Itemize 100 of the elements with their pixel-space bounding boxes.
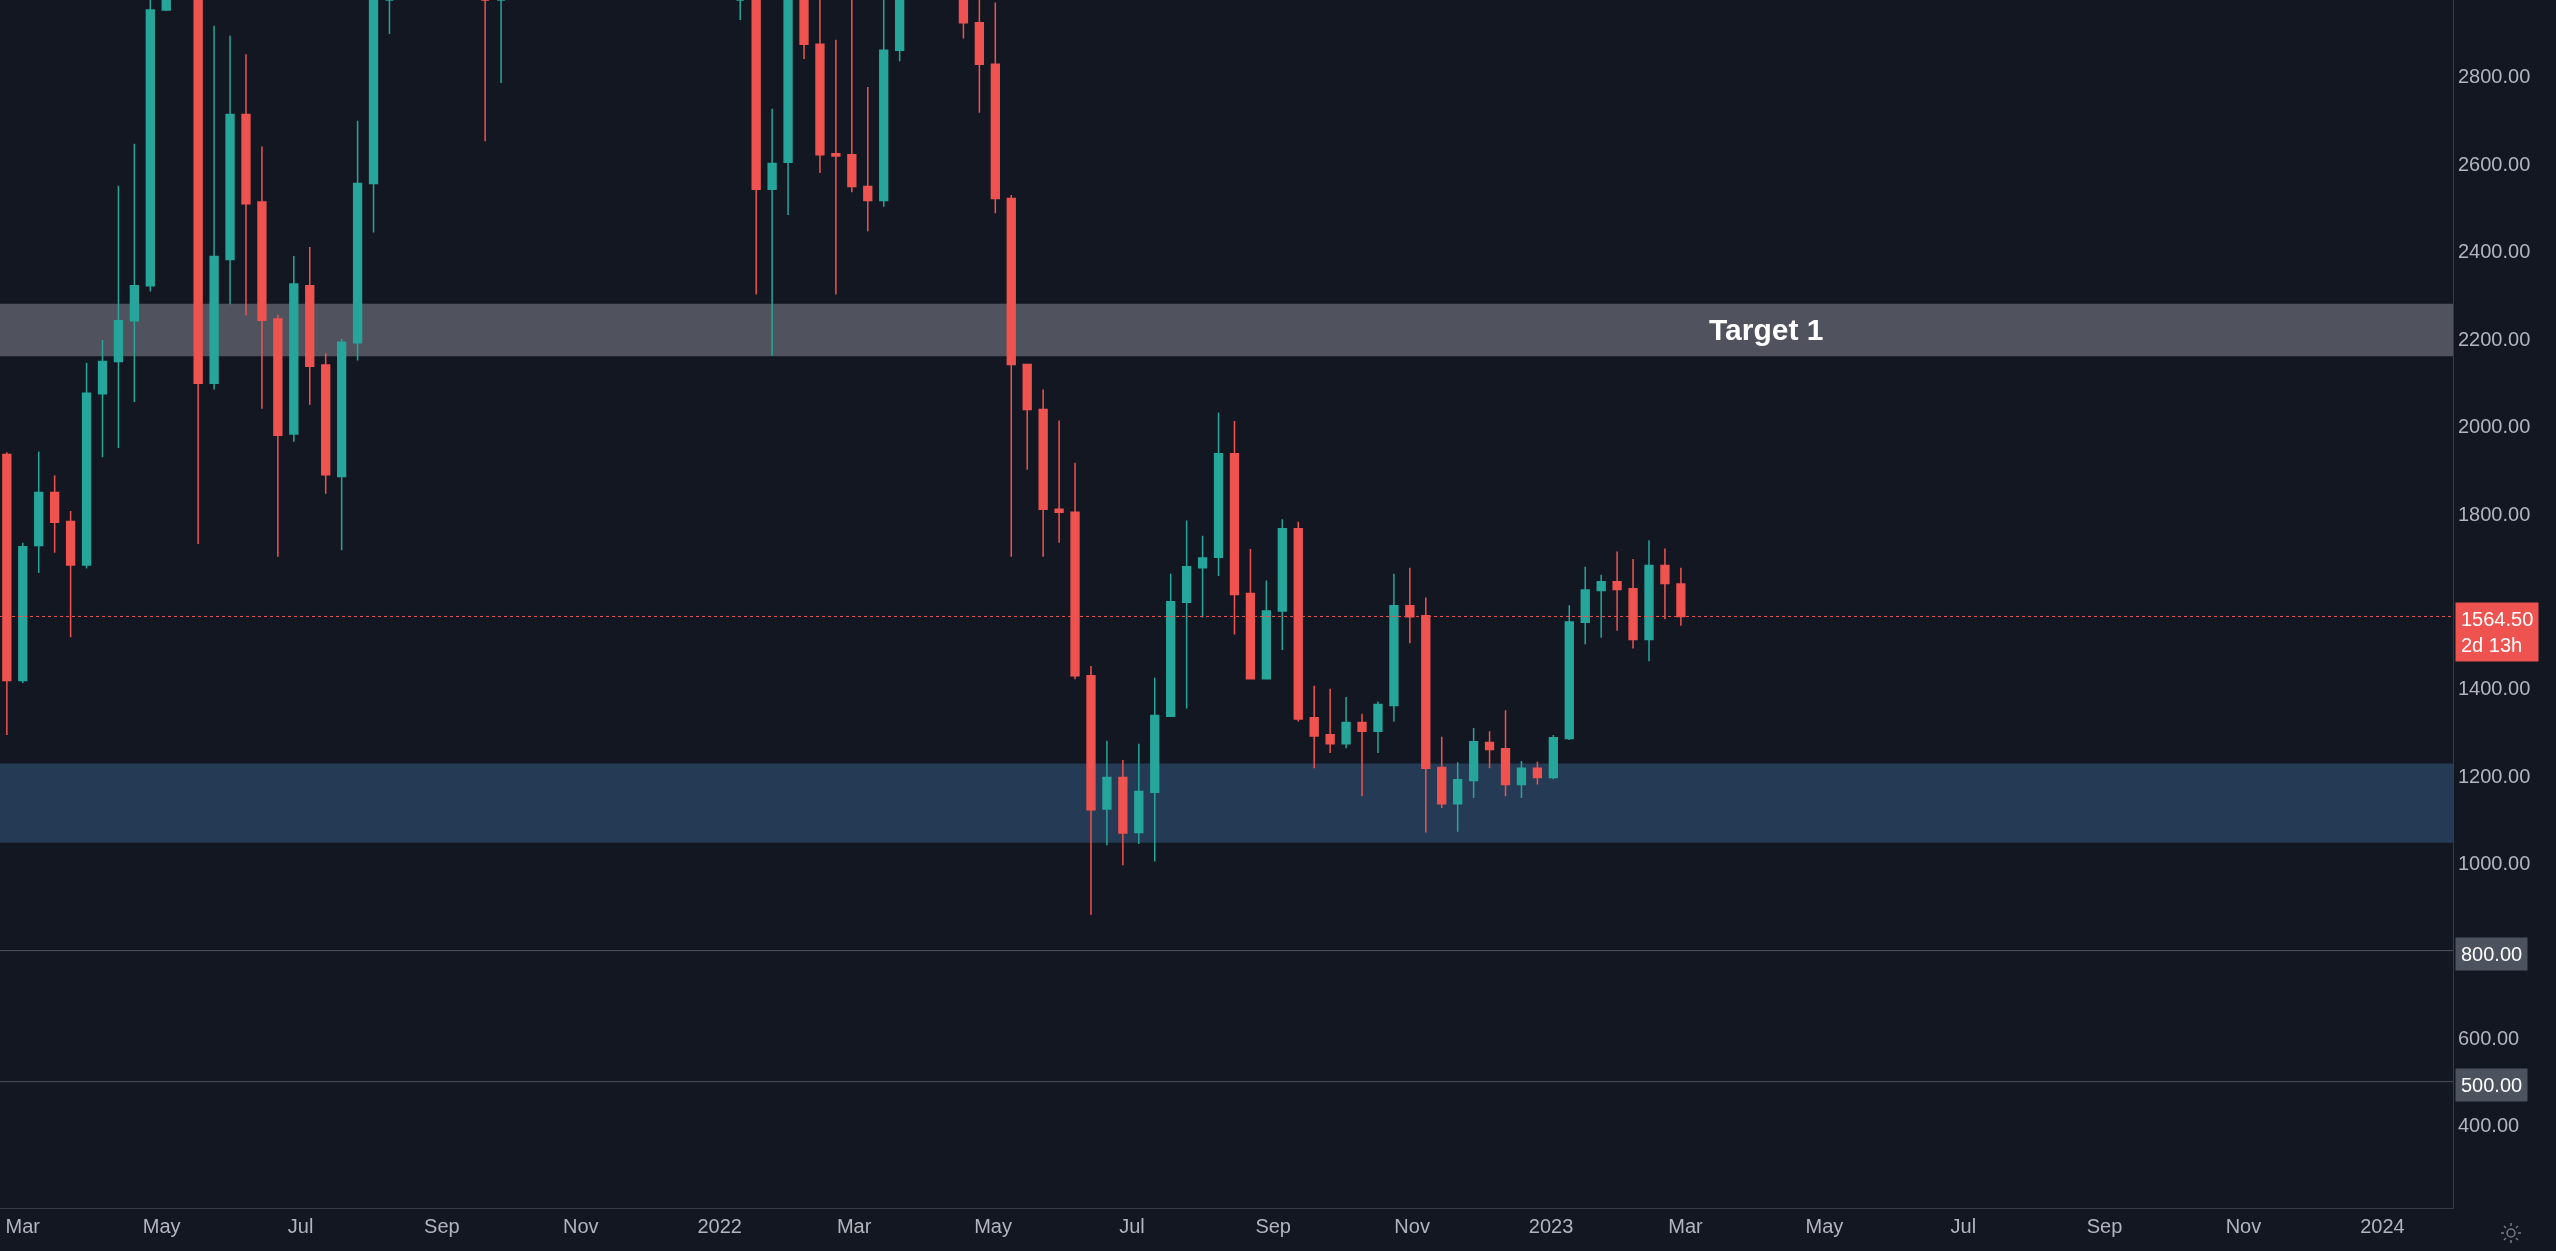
x-tick-label: Mar: [836, 1215, 872, 1237]
candlestick: [958, 0, 969, 40]
x-tick-label: Nov: [563, 1215, 599, 1237]
y-tick-label: 600.00: [2458, 1026, 2520, 1049]
x-tick-label: Jul: [1119, 1215, 1145, 1237]
candlestick: [767, 108, 777, 357]
candlestick: [831, 39, 841, 296]
candlestick: [1564, 604, 1574, 741]
candlestick: [336, 337, 347, 551]
candlestick: [1181, 519, 1192, 710]
x-tick-label: 2022: [697, 1215, 742, 1237]
candlestick: [1373, 700, 1383, 754]
x-tick-label: Sep: [424, 1215, 460, 1237]
candlestick: [18, 542, 28, 684]
candlestick: [241, 53, 251, 317]
y-tick-label: 2200.00: [2458, 327, 2531, 350]
candlestick: [735, 0, 745, 21]
x-tick-label: Sep: [2086, 1215, 2123, 1237]
candlestick: [1532, 761, 1543, 786]
candlestick: [1038, 388, 1048, 558]
candlestick: [1006, 194, 1016, 558]
y-tick-label: 1400.00: [2458, 677, 2531, 700]
candlestick: [480, 0, 490, 142]
x-tick-label: Jul: [287, 1215, 314, 1237]
y-tick-label: 1000.00: [2458, 852, 2531, 875]
candlestick: [1086, 665, 1096, 916]
candlestick: [1357, 712, 1367, 798]
x-tick-label: Nov: [1394, 1215, 1430, 1237]
x-tick-label: 2023: [1528, 1215, 1574, 1237]
candlestick: [1309, 684, 1319, 770]
candlestick: [799, 0, 809, 60]
candlestick: [847, 0, 857, 194]
x-tick-label: Jul: [1950, 1215, 1977, 1237]
candlestick: [273, 313, 283, 558]
candlestick: [1548, 734, 1558, 781]
candlestick: [257, 145, 267, 410]
y-tick-label: 2400.00: [2458, 240, 2531, 263]
candlestick: [1166, 573, 1176, 718]
y-tick-label: 1800.00: [2458, 502, 2531, 525]
candlestick: [129, 143, 140, 403]
candlestick: [815, 0, 825, 174]
candlestick: [974, 0, 985, 114]
candlestick: [34, 450, 44, 574]
candlestick: [1389, 573, 1399, 723]
candlestick: [225, 34, 235, 305]
candlestick: [1054, 419, 1064, 544]
candlestick: [1468, 727, 1479, 799]
x-tick-label: 2024: [2360, 1215, 2405, 1237]
candlestick: [1341, 696, 1351, 749]
y-tick-label: 1200.00: [2458, 764, 2531, 787]
candlestick: [193, 0, 203, 545]
candlestick: [384, 0, 395, 35]
x-tick-label: May: [142, 1215, 181, 1237]
x-tick-label: Mar: [5, 1215, 41, 1237]
candlestick: [1150, 677, 1160, 863]
ref-line-label: 500.00: [2461, 1074, 2523, 1096]
band-label: Target 1: [1709, 313, 1824, 346]
candlestick: [97, 339, 108, 458]
candlestick: [990, 1, 1000, 215]
candlestick: [751, 0, 761, 296]
ref-line-label: 800.00: [2461, 943, 2523, 965]
x-tick-label: May: [1805, 1215, 1844, 1237]
candlestick: [1453, 761, 1463, 833]
candlestick: [1500, 709, 1511, 798]
candlestick: [1516, 760, 1527, 799]
candlestick: [81, 362, 92, 570]
candlestick: [352, 119, 363, 362]
candlestick: [113, 185, 124, 449]
candlestick: [1437, 736, 1447, 809]
ref-line-label: 1564.50 2d 13h: [2461, 608, 2534, 656]
candlestick: [289, 255, 299, 443]
candlestick: [321, 352, 331, 495]
candlestick: [161, 0, 171, 12]
candlestick: [1644, 539, 1654, 662]
y-tick-label: 2800.00: [2458, 65, 2531, 88]
x-tick-label: Mar: [1668, 1215, 1703, 1237]
candlestick: [305, 246, 315, 406]
candlestick: [1484, 730, 1495, 770]
x-tick-label: Nov: [2225, 1215, 2262, 1237]
candlestick: [1118, 759, 1128, 867]
candlestick: [863, 86, 873, 232]
candlestick: [1197, 535, 1208, 619]
candlestick: [209, 25, 219, 391]
x-tick-label: Sep: [1255, 1215, 1291, 1237]
candlestick: [368, 0, 379, 234]
candlestick: [1277, 518, 1287, 651]
candlestick: [895, 0, 905, 62]
candlestick: [1596, 573, 1606, 639]
candlestick: [1022, 363, 1032, 471]
x-tick-label: May: [974, 1215, 1012, 1237]
candlestick: [1580, 566, 1590, 645]
candlestick: [1134, 743, 1144, 845]
candlestick: [1213, 411, 1224, 577]
candlestick: [879, 0, 889, 208]
y-tick-label: 2600.00: [2458, 152, 2531, 175]
candlestick: [50, 474, 60, 554]
candlestick: [783, 0, 793, 216]
y-tick-label: 400.00: [2458, 1114, 2520, 1137]
candlestick: [145, 0, 155, 293]
candlestick: [1102, 740, 1112, 846]
